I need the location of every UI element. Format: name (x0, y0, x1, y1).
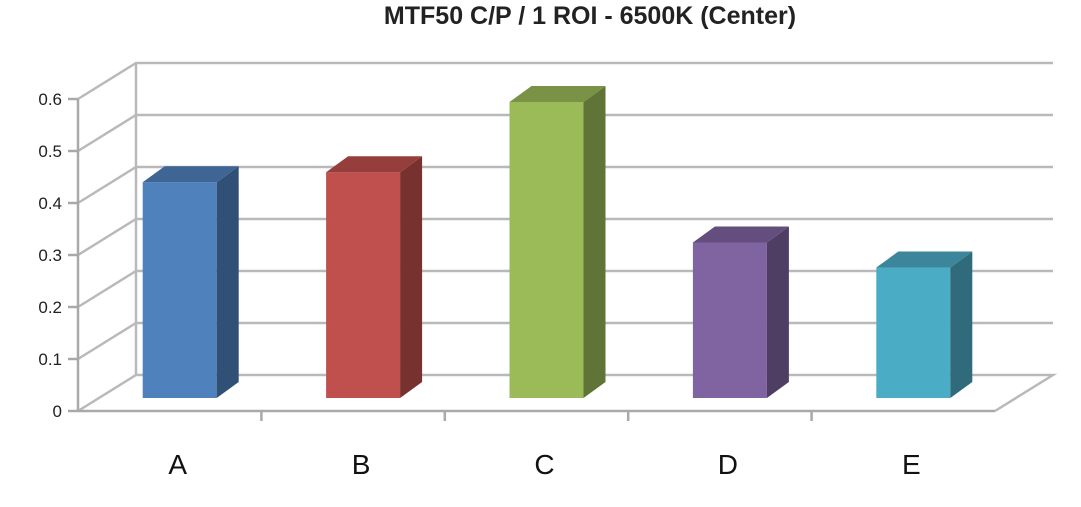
bar-a (142, 166, 239, 398)
bar-top (326, 156, 423, 173)
x-tick-label: A (168, 449, 187, 480)
y-tick-label: 0.6 (38, 90, 62, 109)
x-tick-label: E (902, 449, 921, 480)
bars (142, 85, 973, 399)
x-axis-ticks: A B C D E (168, 411, 921, 480)
bar-side (583, 85, 606, 399)
bar-e (876, 251, 973, 398)
bar-top (509, 85, 606, 102)
y-tick-label: 0 (53, 402, 62, 421)
bar-d (692, 226, 789, 398)
chart-walls (76, 61, 1058, 413)
bar-top (142, 166, 239, 183)
y-axis-ticks: 0 0.1 0.2 0.3 0.4 0.5 0.6 (38, 90, 78, 421)
chart-title: MTF50 C/P / 1 ROI - 6500K (Center) (384, 2, 796, 30)
bar-front (326, 172, 401, 398)
bar-top (692, 226, 789, 243)
bar-side (216, 166, 239, 398)
x-tick-label: D (718, 449, 738, 480)
x-tick-label: B (352, 449, 371, 480)
bar-c (509, 85, 606, 399)
y-tick-label: 0.3 (38, 246, 62, 265)
bar-front (142, 182, 217, 398)
bar-side (766, 226, 789, 398)
y-tick-label: 0.2 (38, 298, 62, 317)
bar-b (326, 156, 423, 398)
bar-front (509, 101, 584, 399)
x-tick-label: C (534, 449, 554, 480)
bar-front (876, 267, 951, 398)
bar-side (400, 156, 423, 398)
y-tick-label: 0.5 (38, 142, 62, 161)
bar-top (876, 251, 973, 268)
bar-side (950, 251, 973, 398)
y-tick-label: 0.1 (38, 350, 62, 369)
bar-front (692, 242, 767, 398)
y-tick-label: 0.4 (38, 194, 62, 213)
